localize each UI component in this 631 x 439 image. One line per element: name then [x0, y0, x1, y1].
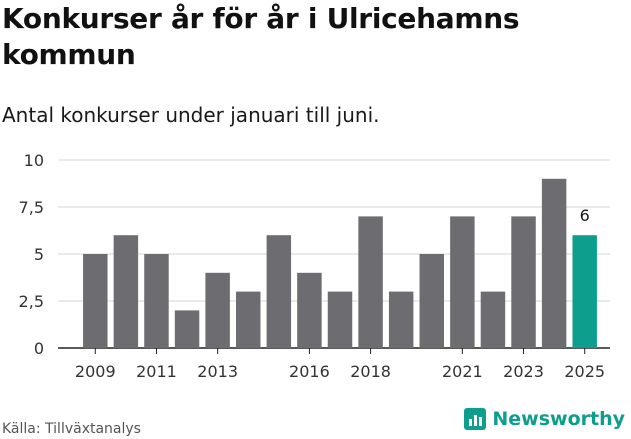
y-tick-label: 7,5 [19, 198, 44, 217]
brand-logo: Newsworthy [464, 407, 625, 431]
bar-2013 [205, 272, 230, 348]
bar-2016 [297, 272, 322, 348]
bar-2010 [113, 235, 139, 348]
bar-2022 [480, 291, 506, 348]
bar-2018 [358, 216, 383, 348]
source-note: Källa: Tillväxtanalys [2, 421, 141, 437]
x-tick-label: 2021 [442, 362, 483, 381]
bar-2021 [450, 216, 475, 348]
newsworthy-chart-logo-icon [464, 408, 487, 430]
bar-2023 [511, 216, 536, 348]
bar-2009 [83, 254, 108, 348]
bar-chart: 02,557,510 2009 2011 2013 2016 2018 2021 2023 2… [19, 151, 610, 381]
bar-2020 [419, 254, 444, 348]
data-labels: 6 [580, 206, 590, 225]
data-label: 6 [580, 206, 590, 225]
y-axis-ticks: 0 2,5 5 7,5 10 [19, 151, 44, 358]
bar-2025 [572, 235, 597, 348]
chart-subtitle: Antal konkurser under januari till juni. [2, 103, 380, 127]
y-tick-label: 2,5 [19, 292, 44, 311]
x-tick-label: 2013 [197, 362, 238, 381]
bar-2019 [388, 291, 414, 348]
bar-2017 [327, 291, 353, 348]
x-tick-label: 2011 [136, 362, 177, 381]
bar-2024 [541, 178, 567, 348]
x-tick-label: 2025 [564, 362, 605, 381]
y-tick-label: 10 [24, 151, 44, 170]
y-tick-label: 5 [34, 245, 44, 264]
x-tick-label: 2009 [75, 362, 116, 381]
brand-name: Newsworthy [492, 408, 625, 430]
bar-2015 [266, 235, 292, 348]
x-tick-label: 2023 [503, 362, 544, 381]
bar-2012 [174, 310, 200, 348]
bar-2011 [144, 254, 169, 348]
chart-title: Konkurser år för år i Ulricehamns kommun [2, 2, 520, 71]
y-tick-label: 0 [34, 339, 44, 358]
bars [83, 178, 597, 348]
bar-2014 [236, 291, 261, 348]
x-axis-ticks: 2009 2011 2013 2016 2018 2021 2023 2025 [75, 348, 605, 381]
x-tick-label: 2018 [350, 362, 391, 381]
x-tick-label: 2016 [289, 362, 330, 381]
